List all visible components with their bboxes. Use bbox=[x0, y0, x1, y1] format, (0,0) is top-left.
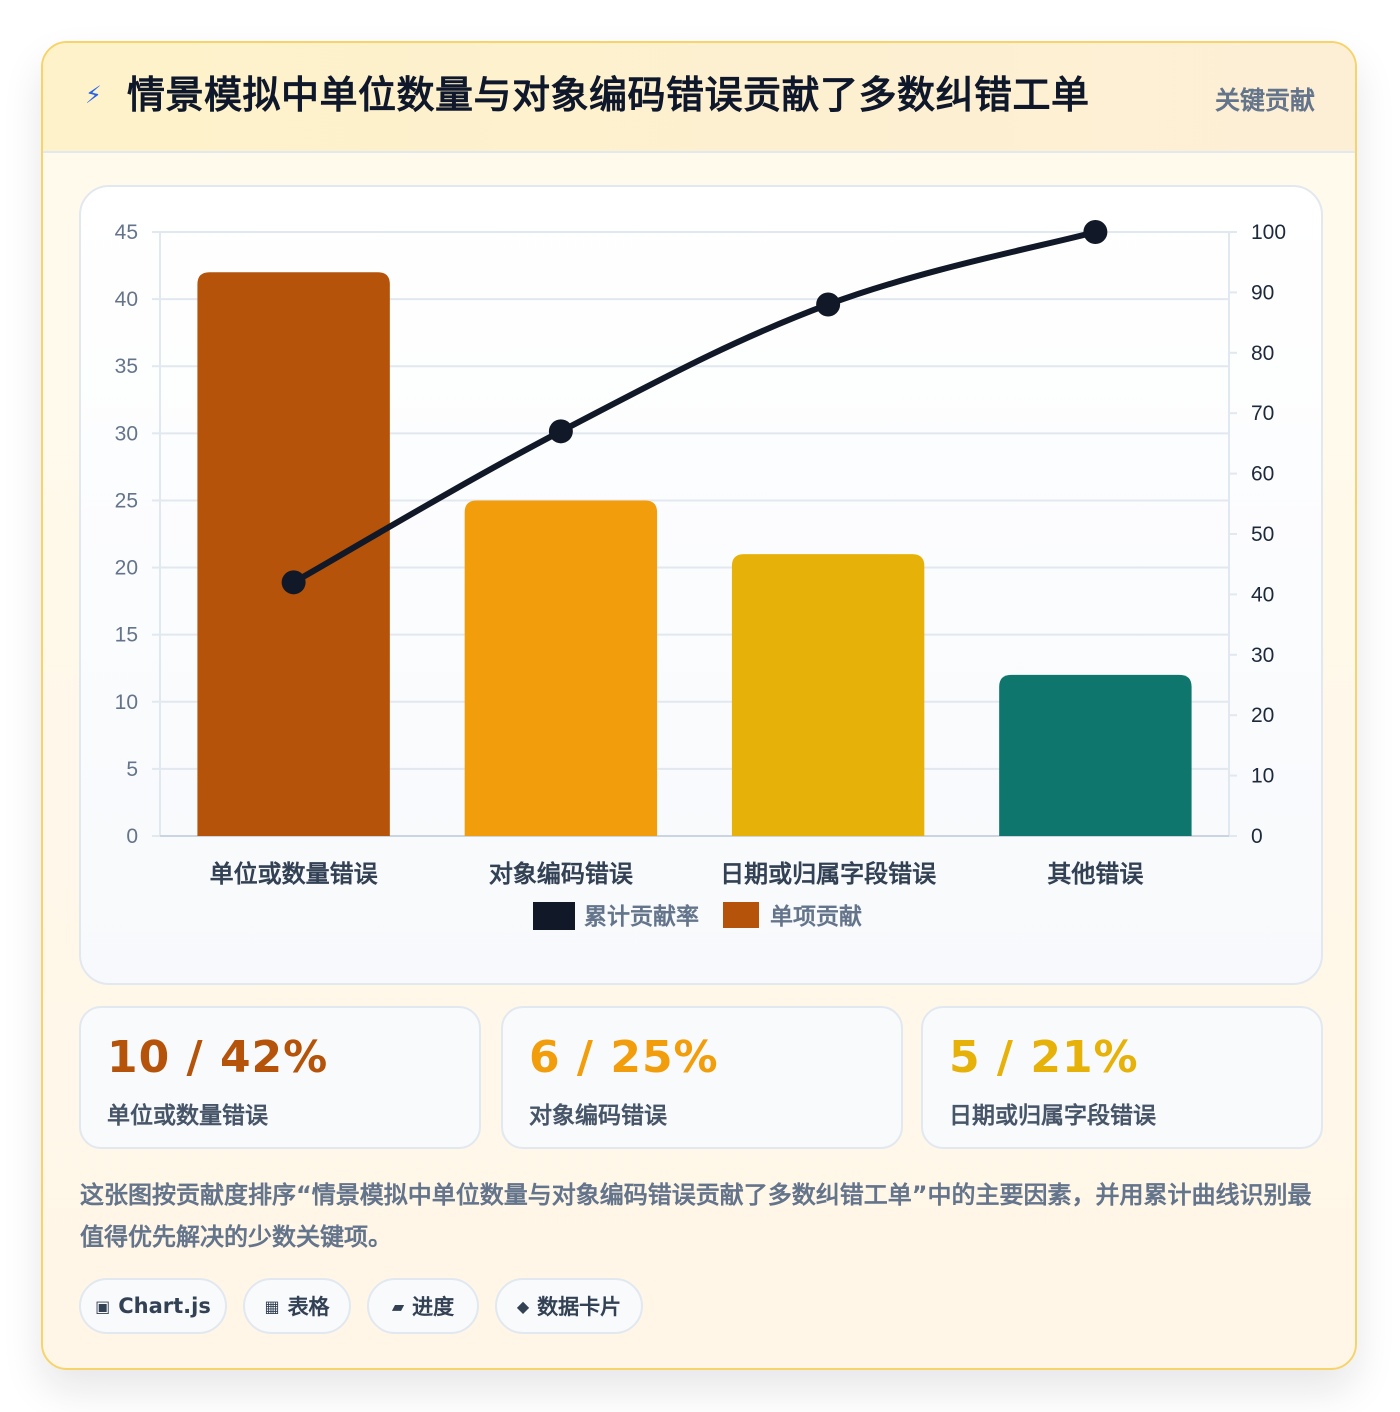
y-left-tick-label: 35 bbox=[115, 355, 138, 378]
cumulative-line bbox=[290, 229, 1099, 586]
pill-label: 数据卡片 bbox=[537, 1295, 622, 1319]
y-right-tick-label: 40 bbox=[1251, 583, 1274, 606]
stat-card-3: 5 / 21% 日期或归属字段错误 bbox=[921, 1006, 1323, 1149]
x-tick-label: 单位或数量错误 bbox=[210, 860, 379, 888]
y-right-tick-label: 80 bbox=[1251, 342, 1274, 365]
y-right-tick-label: 10 bbox=[1251, 765, 1274, 788]
page-title: 情景模拟中单位数量与对象编码错误贡献了多数纠错工单 bbox=[127, 73, 1090, 117]
y-left-tick-label: 15 bbox=[115, 624, 138, 647]
y-left-tick-label: 40 bbox=[115, 288, 138, 311]
card-header: ⚡ 情景模拟中单位数量与对象编码错误贡献了多数纠错工单 关键贡献 bbox=[43, 43, 1355, 153]
pill-table[interactable]: ▦ 表格 bbox=[243, 1278, 351, 1334]
chart-icon: ▣ bbox=[95, 1296, 111, 1316]
stat-value: 5 / 21% bbox=[949, 1032, 1139, 1083]
pill-label: 表格 bbox=[287, 1295, 330, 1319]
y-right-tick-label: 60 bbox=[1251, 463, 1274, 486]
stat-label: 日期或归属字段错误 bbox=[949, 1103, 1156, 1129]
lightning-icon: ⚡ bbox=[85, 81, 102, 109]
chart-container: 0 5 10 15 20 25 30 35 40 45 0 10 20 30 40 50 60 70 80 90 100… bbox=[79, 185, 1323, 985]
y-right-tick-label: 20 bbox=[1251, 704, 1274, 727]
chart-description: 这张图按贡献度排序“情景模拟中单位数量与对象编码错误贡献了多数纠错工单”中的主要… bbox=[80, 1181, 1312, 1251]
y-right-tick-label: 50 bbox=[1251, 523, 1274, 546]
y-right-tick-label: 70 bbox=[1251, 402, 1274, 425]
pill-chartjs[interactable]: ▣ Chart.js bbox=[79, 1278, 227, 1334]
x-tick-label: 其他错误 bbox=[1047, 861, 1144, 888]
bar-3 bbox=[731, 554, 925, 836]
y-left-tick-label: 20 bbox=[115, 557, 138, 580]
pareto-chart: 0 5 10 15 20 25 30 35 40 45 0 10 20 30 40 50 60 70 80 90 100… bbox=[115, 220, 1286, 930]
x-tick-label: 日期或归属字段错误 bbox=[720, 860, 937, 888]
stat-value: 6 / 25% bbox=[529, 1032, 719, 1083]
y-left-tick-label: 10 bbox=[115, 691, 138, 714]
y-left-tick-label: 25 bbox=[115, 489, 138, 512]
x-tick-label: 对象编码错误 bbox=[489, 860, 634, 888]
cumulative-point-1 bbox=[281, 570, 306, 595]
pill-progress[interactable]: ▰ 进度 bbox=[367, 1278, 479, 1334]
y-right-tick-label: 100 bbox=[1251, 221, 1286, 244]
bar-1 bbox=[197, 272, 390, 836]
y-left-tick-label: 5 bbox=[126, 758, 138, 781]
pill-label: 进度 bbox=[412, 1295, 455, 1319]
progress-icon: ▰ bbox=[391, 1296, 405, 1316]
legend-swatch-single bbox=[723, 902, 759, 928]
header-tag: 关键贡献 bbox=[1214, 86, 1315, 115]
y-left-tick-label: 45 bbox=[115, 221, 138, 244]
bar-2 bbox=[464, 500, 658, 836]
legend-label-single: 单项贡献 bbox=[770, 903, 862, 929]
legend-swatch-cumulative bbox=[533, 902, 575, 930]
card: ⚡ 情景模拟中单位数量与对象编码错误贡献了多数纠错工单 关键贡献 0 5 10 15 2… bbox=[41, 41, 1357, 1370]
y-left-tick-label: 0 bbox=[126, 825, 138, 848]
stat-value: 10 / 42% bbox=[107, 1032, 329, 1083]
legend-label-cumulative: 累计贡献率 bbox=[584, 903, 699, 929]
table-icon: ▦ bbox=[264, 1296, 280, 1316]
cumulative-point-2 bbox=[548, 419, 573, 444]
pill-label: Chart.js bbox=[118, 1294, 211, 1318]
y-right-tick-label: 30 bbox=[1251, 644, 1274, 667]
pill-data-card[interactable]: ◆ 数据卡片 bbox=[495, 1278, 643, 1334]
cumulative-point-3 bbox=[816, 292, 841, 317]
y-right-tick-label: 0 bbox=[1251, 825, 1263, 848]
bar-4 bbox=[999, 674, 1192, 836]
stat-card-2: 6 / 25% 对象编码错误 bbox=[501, 1006, 903, 1149]
y-left-tick-label: 30 bbox=[115, 422, 138, 445]
stat-card-1: 10 / 42% 单位或数量错误 bbox=[79, 1006, 481, 1149]
stat-label: 对象编码错误 bbox=[529, 1103, 667, 1129]
y-right-tick-label: 90 bbox=[1251, 281, 1274, 304]
stat-label: 单位或数量错误 bbox=[107, 1103, 268, 1129]
cumulative-point-4 bbox=[1083, 220, 1108, 244]
card-icon: ◆ bbox=[516, 1296, 530, 1316]
